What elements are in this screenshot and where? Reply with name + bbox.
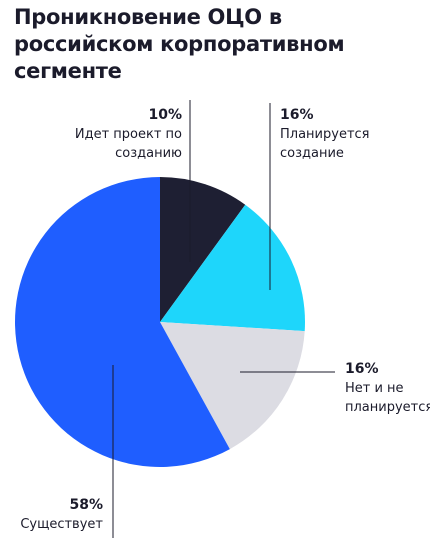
pie-slice xyxy=(160,322,305,450)
pie-slice xyxy=(160,177,246,322)
category-label: Идет проект по созданию xyxy=(74,127,182,161)
slice-label: 10% Идет проект по созданию xyxy=(32,106,182,163)
value-label: 16% xyxy=(280,107,314,123)
category-label: Существует xyxy=(20,517,103,532)
value-label: 16% xyxy=(345,361,379,377)
chart-title: Проникновение ОЦО в российском корпорати… xyxy=(14,5,345,83)
value-label: 58% xyxy=(69,497,103,513)
category-label: Нет и не планируется xyxy=(345,381,430,415)
slice-label: 16% Планируется создание xyxy=(280,106,390,163)
value-label: 10% xyxy=(148,107,182,123)
pie-slice xyxy=(15,177,230,467)
slice-label: 58% Существует xyxy=(3,496,103,534)
pie-slice xyxy=(160,204,305,332)
slice-label: 16% Нет и не планируется xyxy=(345,360,430,417)
category-label: Планируется создание xyxy=(280,127,370,161)
